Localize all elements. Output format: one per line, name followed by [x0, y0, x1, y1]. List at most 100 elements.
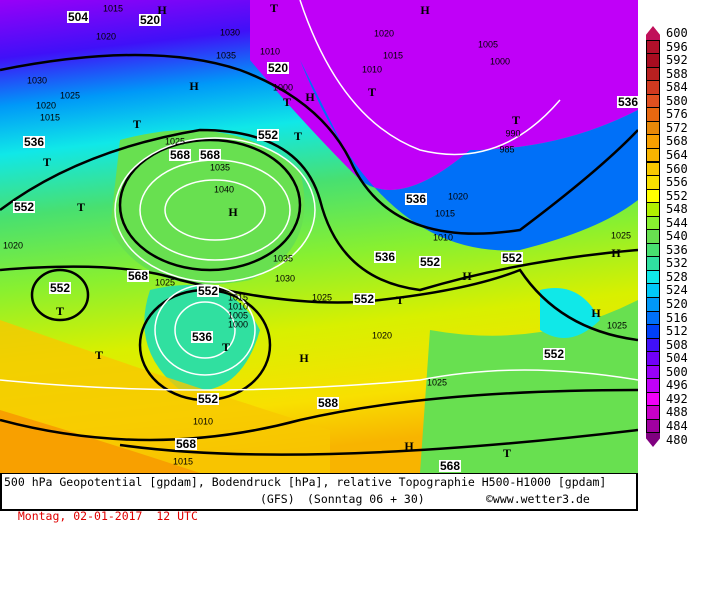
pressure-label: 1015: [227, 292, 249, 303]
geopotential-label: 552: [542, 347, 566, 361]
pressure-center-symbol: H: [611, 246, 621, 260]
legend-label: 580: [666, 93, 688, 108]
legend-label: 588: [666, 66, 688, 81]
legend-swatch: [646, 269, 660, 285]
pressure-label: 1025: [154, 277, 176, 288]
pressure-center-symbol: T: [42, 155, 52, 169]
legend-swatch: [646, 297, 660, 312]
legend-label: 484: [666, 418, 688, 433]
pressure-label: 1035: [209, 162, 231, 173]
legend-swatch: [646, 242, 660, 258]
pressure-label: 1005: [227, 310, 249, 321]
model-name: (GFS): [260, 492, 295, 506]
legend-swatch: [646, 418, 660, 434]
legend-label: 496: [666, 378, 688, 393]
map-field: [0, 0, 638, 473]
pressure-label: 1030: [274, 273, 296, 284]
pressure-label: 1020: [2, 240, 24, 251]
legend-label: 540: [666, 229, 688, 244]
copyright-link[interactable]: ©www.wetter3.de: [486, 492, 590, 506]
legend-label: 488: [666, 405, 688, 420]
legend-label: 592: [666, 53, 688, 68]
low-pressure-area: [250, 0, 638, 190]
legend-label: 596: [666, 39, 688, 54]
legend-label: 564: [666, 147, 688, 162]
legend-label: 584: [666, 80, 688, 95]
legend-swatch: [646, 215, 660, 231]
legend-swatch: [646, 378, 660, 393]
legend-swatch: [646, 66, 660, 82]
pressure-label: 1020: [35, 100, 57, 111]
pressure-label: 1015: [172, 456, 194, 467]
pressure-center-symbol: H: [157, 3, 167, 17]
legend-label: 532: [666, 256, 688, 271]
legend-label: 516: [666, 310, 688, 325]
legend-swatch: [646, 161, 660, 177]
legend-label: 500: [666, 364, 688, 379]
pressure-isobars: [0, 0, 638, 390]
pressure-center-symbol: H: [462, 269, 472, 283]
geopotential-label: 552: [256, 128, 280, 142]
legend-label: 572: [666, 120, 688, 135]
legend-label: 520: [666, 297, 688, 311]
pressure-center-symbol: T: [282, 95, 292, 109]
pressure-label: 1035: [215, 50, 237, 61]
pressure-label: 1000: [227, 319, 249, 330]
legend-label: 560: [666, 161, 688, 176]
pressure-center-symbol: T: [221, 340, 231, 354]
geopotential-label: 536: [22, 135, 46, 149]
legend-swatch: [646, 39, 660, 55]
geopotential-contours: [0, 53, 638, 456]
pressure-label: 1010: [259, 46, 281, 57]
legend-swatch: [646, 93, 660, 109]
geopotential-label: 588: [316, 396, 340, 410]
legend-swatch: [646, 175, 660, 190]
pressure-label: 1010: [227, 301, 249, 312]
geopotential-label: 568: [168, 148, 192, 162]
pressure-center-symbol: T: [132, 117, 142, 131]
pressure-center-symbol: H: [404, 439, 414, 453]
legend-swatch: [646, 202, 660, 217]
legend-swatch: [646, 26, 660, 41]
legend-swatch: [646, 53, 660, 68]
pressure-label: 1040: [213, 184, 235, 195]
legend-swatch: [646, 107, 660, 122]
legend-label: 548: [666, 202, 688, 217]
legend-label: 508: [666, 337, 688, 352]
pressure-label: 1015: [434, 208, 456, 219]
legend-swatch: [646, 134, 660, 149]
pressure-label: 1025: [311, 292, 333, 303]
legend-label: 512: [666, 324, 688, 339]
forecast-run: (Sonntag 06 + 30): [307, 492, 425, 506]
pressure-label: 1000: [489, 56, 511, 67]
pressure-center-symbol: T: [293, 129, 303, 143]
pressure-center-symbol: H: [420, 3, 430, 17]
legend-swatch: [646, 324, 660, 339]
legend-label: 568: [666, 134, 688, 149]
legend-label: 552: [666, 188, 688, 203]
pressure-label: 1020: [95, 31, 117, 42]
geopotential-label: 504: [66, 10, 90, 24]
legend-swatch: [646, 391, 660, 407]
legend-swatch: [646, 351, 660, 366]
pressure-label: 1010: [361, 64, 383, 75]
valid-date: Montag, 02-01-2017 12 UTC: [17, 509, 198, 523]
pressure-label: 1025: [59, 90, 81, 101]
legend-swatch: [646, 283, 660, 298]
pressure-label: 1020: [373, 28, 395, 39]
legend-label: 492: [666, 391, 688, 406]
pressure-label: 1005: [477, 39, 499, 50]
legend-label: 556: [666, 175, 688, 190]
pressure-label: 985: [499, 144, 515, 155]
caption-title: 500 hPa Geopotential [gpdam], Bodendruck…: [4, 475, 607, 489]
pressure-label: 990: [505, 128, 521, 139]
pressure-label: 1035: [272, 253, 294, 264]
pressure-center-symbol: H: [299, 351, 309, 365]
legend-swatch: [646, 405, 660, 420]
legend-label: 576: [666, 107, 688, 122]
geopotential-label: 552: [352, 292, 376, 306]
geopotential-label: 552: [418, 255, 442, 269]
legend-swatch: [646, 120, 660, 136]
legend-swatch: [646, 256, 660, 271]
weather-map: 504 520 520 536 552 536 568 552 552 552 568 552 536 5…: [0, 0, 638, 473]
